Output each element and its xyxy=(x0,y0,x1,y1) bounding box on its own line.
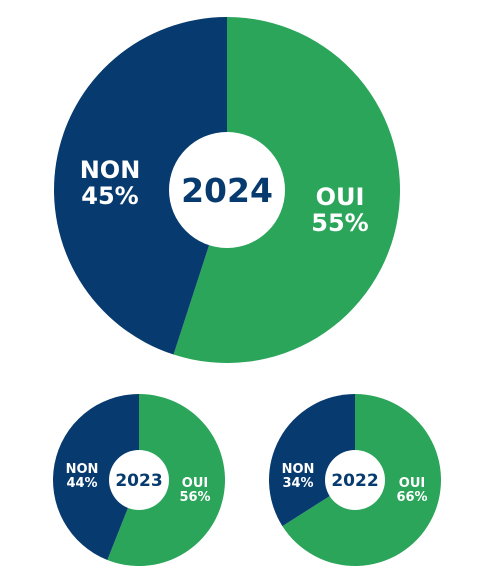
donut-2023-non-value: 44% xyxy=(66,476,97,491)
donut-2022-oui-label: OUI xyxy=(399,476,425,491)
donut-2024-oui-label: OUI xyxy=(316,183,365,211)
donut-2022-oui-value: 66% xyxy=(396,490,427,505)
donut-2023-slice-non xyxy=(53,394,140,560)
donut-2022-center-label: 2022 xyxy=(331,471,378,491)
donut-2024-slice-oui xyxy=(173,17,401,363)
donut-2024-center-label: 2024 xyxy=(181,171,273,210)
donut-2022-non-value: 34% xyxy=(282,476,313,491)
donut-2024-slice-non xyxy=(54,17,227,355)
donut-2023-center-hole xyxy=(109,450,169,510)
donut-2024-non-value: 45% xyxy=(81,182,138,210)
donut-2024-oui-value: 55% xyxy=(311,209,368,237)
donut-2023-non-label: NON xyxy=(66,462,99,477)
donut-2024-non-label: NON xyxy=(80,156,141,184)
donut-2023-oui-label: OUI xyxy=(182,476,208,491)
donut-2023-oui-value: 56% xyxy=(179,490,210,505)
donut-2022-center-hole xyxy=(325,450,385,510)
donut-2024-center-hole xyxy=(169,132,285,248)
donut-2022-non-label: NON xyxy=(282,462,315,477)
donut-2023-center-label: 2023 xyxy=(115,471,162,491)
